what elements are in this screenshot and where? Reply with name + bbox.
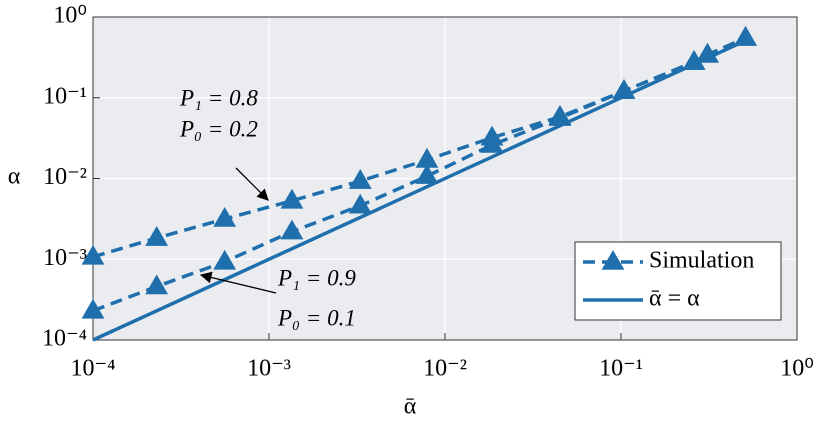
- marker: [81, 298, 105, 319]
- annotation-arrow: [235, 167, 269, 201]
- annotation-arrow: [199, 271, 277, 294]
- y-tick-label: 10⁰: [53, 3, 87, 29]
- marker: [348, 193, 372, 214]
- y-axis-label: α: [8, 164, 21, 190]
- marker: [145, 274, 169, 295]
- marker: [280, 219, 304, 240]
- x-tick-label: 10⁻¹: [599, 356, 643, 382]
- marker: [280, 188, 304, 209]
- annotation: P₀ = 0.1: [277, 305, 356, 330]
- legend-label: ᾱ = α: [649, 286, 700, 312]
- y-tick-label: 10⁻³: [43, 245, 87, 271]
- marker: [696, 42, 719, 63]
- x-axis-label: ᾱ: [404, 394, 417, 420]
- legend-label: Simulation: [649, 248, 754, 274]
- annotation: P₁ = 0.8: [179, 85, 258, 110]
- marker: [348, 169, 372, 189]
- y-tick-label: 10⁻²: [43, 164, 87, 190]
- marker: [480, 132, 504, 153]
- x-tick-label: 10⁻⁴: [70, 356, 115, 382]
- y-tick-label: 10⁻⁴: [42, 326, 87, 352]
- marker: [734, 25, 757, 46]
- marker: [415, 147, 439, 168]
- marker: [682, 50, 706, 70]
- y-tick-label: 10⁻¹: [43, 83, 87, 109]
- marker: [213, 207, 237, 227]
- marker: [213, 249, 237, 270]
- annotation: P₀ = 0.2: [179, 116, 258, 141]
- axes-frame: [92, 16, 798, 341]
- legend-marker: [601, 250, 625, 270]
- x-tick-label: 10⁰: [780, 356, 814, 382]
- marker: [145, 226, 169, 246]
- annotation: P₁ = 0.9: [277, 265, 356, 290]
- marker: [548, 106, 572, 126]
- marker: [415, 164, 439, 184]
- series-line: [92, 39, 745, 342]
- legend-box: [574, 241, 782, 321]
- x-tick-label: 10⁻²: [423, 356, 467, 382]
- x-tick-label: 10⁻³: [247, 356, 291, 382]
- marker: [81, 244, 105, 265]
